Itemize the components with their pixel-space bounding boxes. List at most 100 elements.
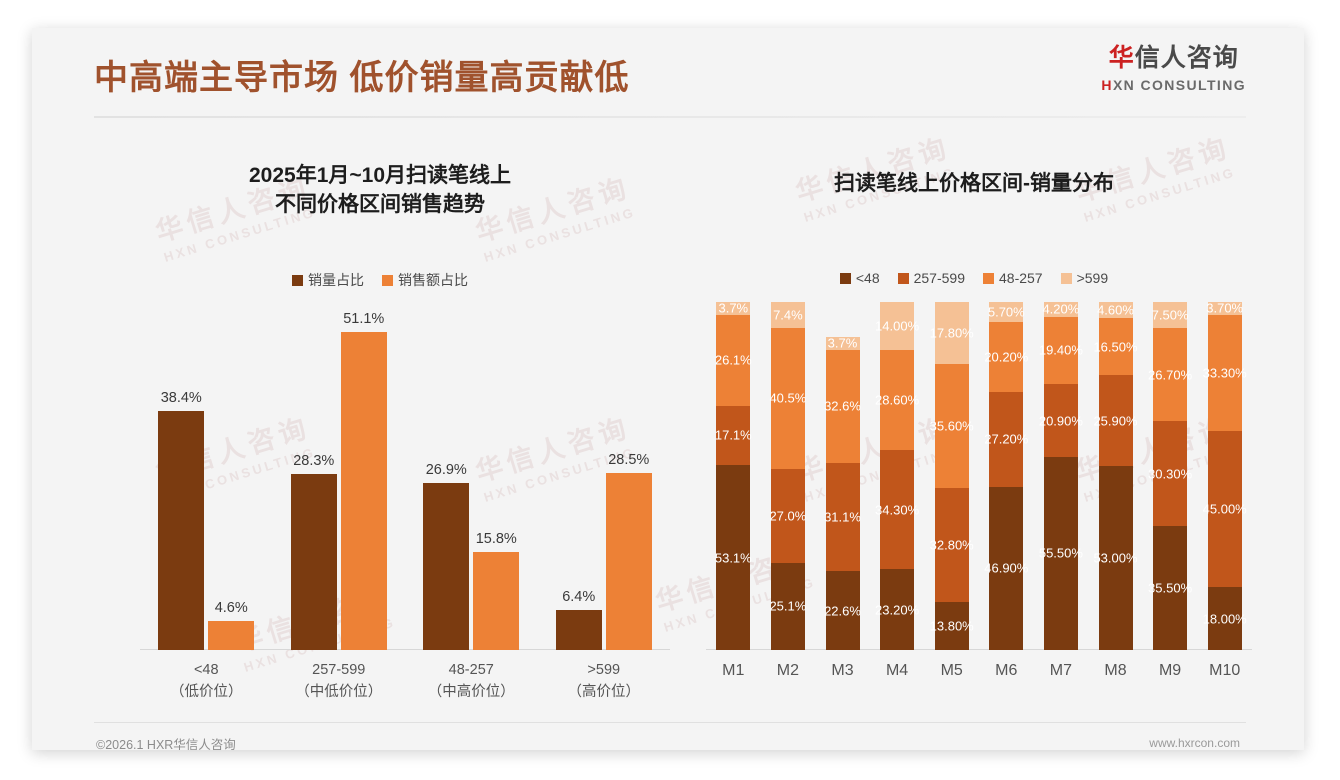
stack-value-label: 17.80% bbox=[929, 325, 974, 341]
stack-segment->599: 4.60% bbox=[1097, 302, 1134, 319]
stacked-bar-M1[interactable]: 53.1% 17.1% 26.1% 3.7% M1 bbox=[714, 301, 752, 679]
stacked-bar-M3[interactable]: 22.6% 31.1% 32.6% 3.7% M3 bbox=[824, 302, 861, 679]
stack-value-label: 22.6% bbox=[824, 603, 861, 619]
stack-segment-48-257: 33.30% bbox=[1203, 314, 1247, 431]
bar-rect bbox=[208, 621, 255, 650]
left-chart-axis bbox=[140, 649, 670, 650]
stack-value-label: 31.1% bbox=[824, 509, 861, 525]
stacked-bar-M8[interactable]: 53.00% 25.90% 16.50% 4.60% M8 bbox=[1093, 302, 1138, 679]
bar-rect bbox=[423, 483, 470, 650]
left-chart-title-line2: 不同价格区间销售趋势 bbox=[275, 192, 485, 216]
stacked-bar-M4[interactable]: 23.20% 34.30% 28.60% 14.00% M4 bbox=[875, 301, 919, 679]
stack-segment->599: 7.4% bbox=[770, 302, 805, 328]
stack-value-label: 19.40% bbox=[1038, 342, 1083, 358]
stack-value-label: 3.70% bbox=[1206, 300, 1244, 316]
stack-segment-48-257: 28.60% bbox=[875, 350, 919, 450]
stack-value-label: 26.1% bbox=[714, 352, 752, 368]
x-axis-label-48-257: 48-257 （中高价位） bbox=[391, 660, 551, 704]
x-axis-label-M5: M5 bbox=[940, 662, 963, 679]
legend-item->599[interactable]: >599 bbox=[1060, 270, 1109, 286]
stack-segment-257-599: 25.90% bbox=[1093, 375, 1138, 466]
stack-value-label: 27.0% bbox=[769, 508, 807, 524]
stack-segment-48-257: 19.40% bbox=[1039, 316, 1083, 385]
x-axis-label-M6: M6 bbox=[995, 662, 1018, 679]
legend-item-<48[interactable]: <48 bbox=[839, 270, 880, 286]
x-axis-label-sub: （中低价位） bbox=[295, 683, 383, 700]
stack-value-label: 25.1% bbox=[769, 598, 807, 614]
x-axis-label-M3: M3 bbox=[831, 662, 854, 679]
stack-segment-<48: 55.50% bbox=[1039, 456, 1083, 650]
bar-rect bbox=[473, 552, 520, 650]
stack-segment-<48: 23.20% bbox=[875, 569, 919, 650]
stack-value-label: 14.00% bbox=[875, 318, 920, 334]
x-axis-label-sub: （高价位） bbox=[567, 683, 641, 700]
stack-segment->599: 7.50% bbox=[1152, 302, 1189, 329]
x-axis-label-M8: M8 bbox=[1104, 662, 1127, 679]
stack-value-label: 4.60% bbox=[1097, 302, 1134, 318]
stack-segment-<48: 22.6% bbox=[824, 571, 861, 650]
stack-value-label: 5.70% bbox=[987, 304, 1025, 320]
right-chart-panel: 扫读笔线上价格区间-销量分布 <48 257-599 48-257 >599 53.1… bbox=[684, 132, 1264, 692]
stack-segment-48-257: 26.70% bbox=[1148, 328, 1192, 422]
x-axis-label-main: 257-599 bbox=[312, 662, 366, 678]
bar-rect bbox=[605, 473, 652, 650]
stack-segment-257-599: 20.90% bbox=[1039, 384, 1083, 457]
stack-segment-257-599: 30.30% bbox=[1148, 421, 1192, 527]
stack-segment-<48: 35.50% bbox=[1148, 526, 1192, 650]
left-chart-title: 2025年1月~10月扫读笔线上 不同价格区间销售趋势 bbox=[80, 162, 680, 220]
stack-value-label: 33.30% bbox=[1202, 365, 1247, 381]
header-divider bbox=[94, 116, 1246, 118]
left-chart-plot: 38.4% 4.6% <48 （低价位） 28.3% 51.1% 257-599 （中低价位）… bbox=[140, 302, 671, 700]
legend-label: <48 bbox=[855, 270, 880, 286]
stacked-bar-M5[interactable]: 13.80% 32.80% 35.60% 17.80% M5 bbox=[930, 302, 974, 679]
stack-value-label: 55.50% bbox=[1038, 545, 1083, 561]
right-chart-axis bbox=[706, 649, 1252, 650]
right-chart-legend: <48 257-599 48-257 >599 bbox=[684, 270, 1264, 286]
stack-segment->599: 14.00% bbox=[875, 301, 919, 351]
company-logo: 华信人咨询 HXN CONSULTING bbox=[1101, 46, 1246, 93]
stack-segment-48-257: 35.60% bbox=[930, 363, 974, 488]
stack-segment-257-599: 27.20% bbox=[984, 392, 1028, 487]
legend-label: 48-257 bbox=[999, 270, 1043, 286]
stacked-bar-M6[interactable]: 46.90% 27.20% 20.20% 5.70% M6 bbox=[984, 302, 1028, 679]
left-chart-legend: 销量占比 销售额占比 bbox=[80, 270, 680, 290]
stack-value-label: 45.00% bbox=[1202, 501, 1247, 517]
stack-segment-<48: 53.00% bbox=[1093, 465, 1138, 650]
stack-segment-257-599: 34.30% bbox=[875, 449, 919, 570]
stack-value-label: 35.60% bbox=[929, 418, 974, 434]
x-axis-label-M10: M10 bbox=[1209, 662, 1241, 679]
stack-segment->599: 3.7% bbox=[716, 301, 751, 316]
legend-item-销量占比[interactable]: 销量占比 bbox=[292, 270, 364, 290]
left-chart-panel: 2025年1月~10月扫读笔线上 不同价格区间销售趋势 销量占比 销售额占比 38… bbox=[80, 132, 680, 700]
stack-segment-<48: 18.00% bbox=[1203, 587, 1247, 650]
slide-header: 中高端主导市场 低价销量高贡献低 华信人咨询 HXN CONSULTING bbox=[32, 28, 1304, 120]
stack-segment-48-257: 16.50% bbox=[1093, 318, 1138, 376]
bar-group-<48: 38.4% 4.6% <48 （低价位） bbox=[140, 302, 273, 700]
stack-value-label: 7.4% bbox=[773, 307, 803, 323]
slide-canvas: 中高端主导市场 低价销量高贡献低 华信人咨询 HXN CONSULTING 华信… bbox=[32, 28, 1304, 750]
legend-item-48-257[interactable]: 48-257 bbox=[983, 270, 1043, 286]
stack-value-label: 20.90% bbox=[1038, 413, 1083, 429]
bar-group->599: 6.4% 28.5% >599 （高价位） bbox=[538, 302, 671, 700]
stacked-bar-M2[interactable]: 25.1% 27.0% 40.5% 7.4% M2 bbox=[769, 302, 807, 679]
stack-value-label: 16.50% bbox=[1093, 339, 1138, 355]
logo-chinese: 华信人咨询 bbox=[1101, 46, 1246, 71]
bar-value-label: 26.9% bbox=[425, 462, 467, 478]
bar-value-label: 4.6% bbox=[214, 600, 248, 616]
stacked-bar-M7[interactable]: 55.50% 20.90% 19.40% 4.20% M7 bbox=[1039, 302, 1083, 679]
bar-value-label: 28.3% bbox=[293, 453, 335, 469]
stack-value-label: 25.90% bbox=[1093, 413, 1138, 428]
stack-segment-257-599: 17.1% bbox=[715, 405, 752, 466]
stacked-bar-M10[interactable]: 18.00% 45.00% 33.30% 3.70% M10 bbox=[1203, 300, 1247, 679]
stack-segment->599: 17.80% bbox=[930, 302, 974, 364]
legend-item-销售额占比[interactable]: 销售额占比 bbox=[382, 270, 468, 290]
legend-label: >599 bbox=[1076, 270, 1109, 286]
stack-value-label: 53.1% bbox=[714, 550, 752, 566]
legend-swatch-icon bbox=[983, 273, 994, 284]
legend-swatch-icon bbox=[1060, 273, 1072, 284]
bar-rect bbox=[555, 610, 602, 650]
legend-item-257-599[interactable]: 257-599 bbox=[897, 270, 965, 286]
stacked-bar-M9[interactable]: 35.50% 30.30% 26.70% 7.50% M9 bbox=[1148, 302, 1192, 679]
stack-segment-48-257: 20.20% bbox=[984, 321, 1028, 393]
stack-segment-257-599: 45.00% bbox=[1203, 430, 1247, 588]
